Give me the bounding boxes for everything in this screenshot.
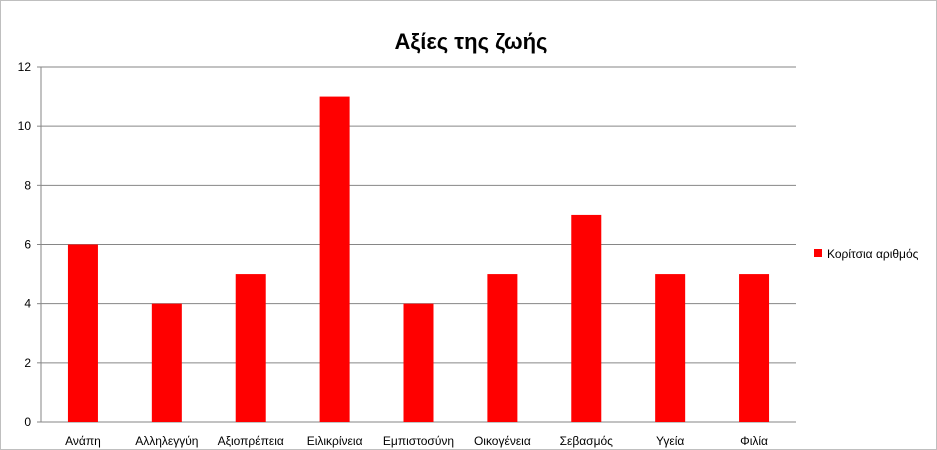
x-axis-ticks: Ανάπη Αλληλεγγύη Αξιοπρέπεια Ειλικρίνεια Εμπ… [65, 434, 768, 448]
x-tick-label: Ειλικρίνεια [307, 434, 363, 448]
bars [67, 96, 770, 422]
x-tick-label: Αλληλεγγύη [135, 434, 198, 448]
x-tick-label: Ανάπη [65, 434, 101, 448]
y-tick-label: 10 [18, 119, 32, 133]
y-tick-label: 6 [24, 238, 31, 252]
x-tick-label: Σεβασμός [560, 434, 614, 448]
y-tick-label: 0 [24, 415, 31, 429]
bar [319, 96, 350, 422]
bar [403, 303, 434, 422]
legend-label: Κορίτσια αριθμός [827, 247, 919, 261]
bar [655, 274, 686, 422]
bar [739, 274, 770, 422]
x-tick-label: Οικογένεια [474, 434, 531, 448]
y-tick-label: 4 [24, 297, 31, 311]
x-tick-label: Φιλία [740, 434, 768, 448]
legend: Κορίτσια αριθμός [814, 247, 919, 261]
x-tick-label: Εμπιστοσύνη [383, 434, 454, 448]
y-tick-label: 12 [18, 60, 32, 74]
bar [151, 303, 182, 422]
bar [67, 244, 98, 422]
y-tick-label: 2 [24, 356, 31, 370]
x-tick-label: Αξιοπρέπεια [218, 434, 284, 448]
x-tick-label: Υγεία [656, 434, 684, 448]
legend-swatch [814, 249, 822, 257]
y-axis-ticks: 0 2 4 6 8 10 12 [18, 60, 41, 429]
y-tick-label: 8 [24, 178, 31, 192]
chart-title: Αξίες της ζωής [395, 29, 548, 54]
bar [571, 214, 602, 422]
bar [235, 274, 266, 422]
bar [487, 274, 518, 422]
